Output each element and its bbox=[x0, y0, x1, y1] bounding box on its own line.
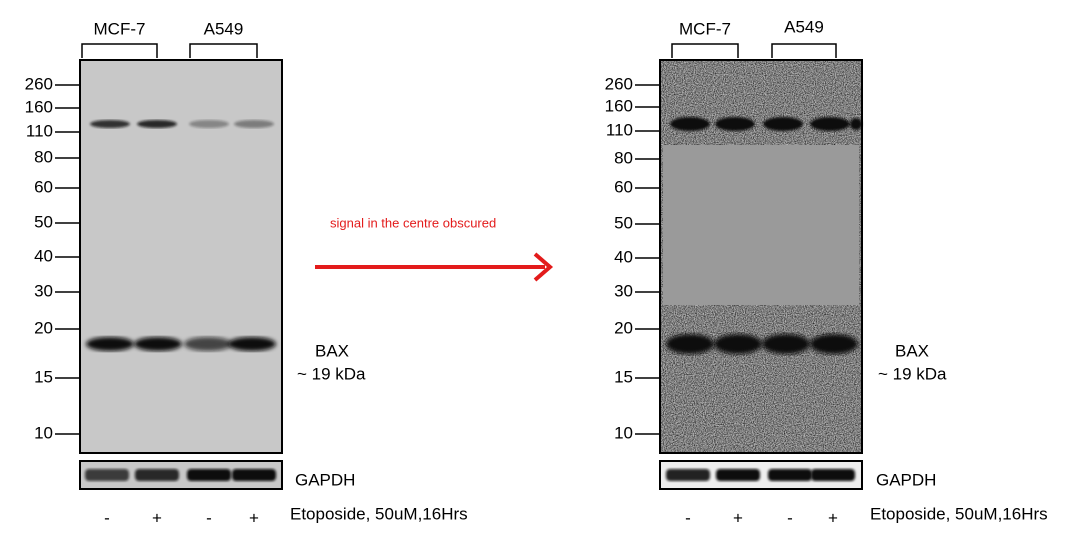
band bbox=[184, 337, 232, 351]
marker-label: 60 bbox=[614, 177, 633, 196]
marker-label: 20 bbox=[614, 318, 633, 337]
obscured-region bbox=[663, 145, 859, 305]
band bbox=[763, 117, 803, 131]
band bbox=[715, 117, 755, 131]
band bbox=[811, 469, 855, 481]
group-label: MCF-7 bbox=[94, 19, 146, 38]
band bbox=[187, 469, 231, 481]
lane-sign: + bbox=[828, 508, 838, 527]
marker-label: 15 bbox=[34, 367, 53, 386]
lane-sign: + bbox=[733, 508, 743, 527]
marker-label: 40 bbox=[34, 246, 53, 265]
band bbox=[228, 337, 276, 351]
marker-label: 260 bbox=[605, 74, 633, 93]
blot-background bbox=[80, 60, 282, 453]
band bbox=[90, 120, 130, 128]
treatment-label: Etoposide, 50uM,16Hrs bbox=[290, 504, 468, 523]
band bbox=[134, 337, 182, 351]
marker-label: 260 bbox=[25, 74, 53, 93]
marker-label: 10 bbox=[34, 423, 53, 442]
band bbox=[714, 334, 762, 354]
blot-frame bbox=[659, 59, 863, 454]
marker-label: 30 bbox=[614, 281, 633, 300]
marker-label: 30 bbox=[34, 281, 53, 300]
group-label: A549 bbox=[784, 17, 824, 36]
band bbox=[666, 469, 710, 481]
group-label: MCF-7 bbox=[679, 19, 731, 38]
band bbox=[762, 334, 810, 354]
marker-label: 50 bbox=[34, 212, 53, 231]
band bbox=[666, 334, 714, 354]
loading-control-label: GAPDH bbox=[876, 470, 936, 489]
group-bracket bbox=[771, 43, 837, 58]
marker-label: 80 bbox=[34, 147, 53, 166]
group-bracket bbox=[189, 43, 258, 58]
lane-sign: + bbox=[152, 508, 162, 527]
band bbox=[810, 334, 858, 354]
band bbox=[137, 120, 177, 128]
marker-label: 50 bbox=[614, 213, 633, 232]
band bbox=[768, 469, 812, 481]
marker-label: 40 bbox=[614, 247, 633, 266]
band bbox=[135, 469, 179, 481]
group-label: A549 bbox=[204, 19, 244, 38]
marker-label: 80 bbox=[614, 148, 633, 167]
band bbox=[86, 337, 134, 351]
band-label: BAX bbox=[895, 341, 929, 360]
lane-sign: - bbox=[206, 508, 212, 527]
marker-label: 20 bbox=[34, 318, 53, 337]
band bbox=[234, 120, 274, 128]
group-bracket bbox=[671, 43, 739, 58]
band bbox=[716, 469, 760, 481]
band bbox=[810, 117, 850, 131]
lane-sign: - bbox=[104, 508, 110, 527]
treatment-label: Etoposide, 50uM,16Hrs bbox=[870, 504, 1048, 523]
marker-label: 160 bbox=[25, 97, 53, 116]
marker-label: 10 bbox=[614, 423, 633, 442]
group-bracket bbox=[81, 43, 158, 58]
lane-sign: - bbox=[787, 508, 793, 527]
marker-label: 15 bbox=[614, 367, 633, 386]
marker-label: 110 bbox=[26, 121, 53, 140]
band-size: ~ 19 kDa bbox=[878, 364, 947, 383]
lane-sign: - bbox=[685, 508, 691, 527]
marker-label: 60 bbox=[34, 177, 53, 196]
band bbox=[85, 469, 129, 481]
loading-control-label: GAPDH bbox=[295, 470, 355, 489]
arrow-head bbox=[533, 252, 554, 282]
band bbox=[189, 120, 229, 128]
band-label: BAX bbox=[315, 341, 349, 360]
annotation: signal in the centre obscured bbox=[330, 215, 496, 230]
band bbox=[850, 118, 862, 130]
marker-label: 160 bbox=[605, 96, 633, 115]
band-size: ~ 19 kDa bbox=[297, 364, 366, 383]
band bbox=[670, 117, 710, 131]
marker-label: 110 bbox=[606, 120, 633, 139]
lane-sign: + bbox=[249, 508, 259, 527]
band bbox=[232, 469, 276, 481]
